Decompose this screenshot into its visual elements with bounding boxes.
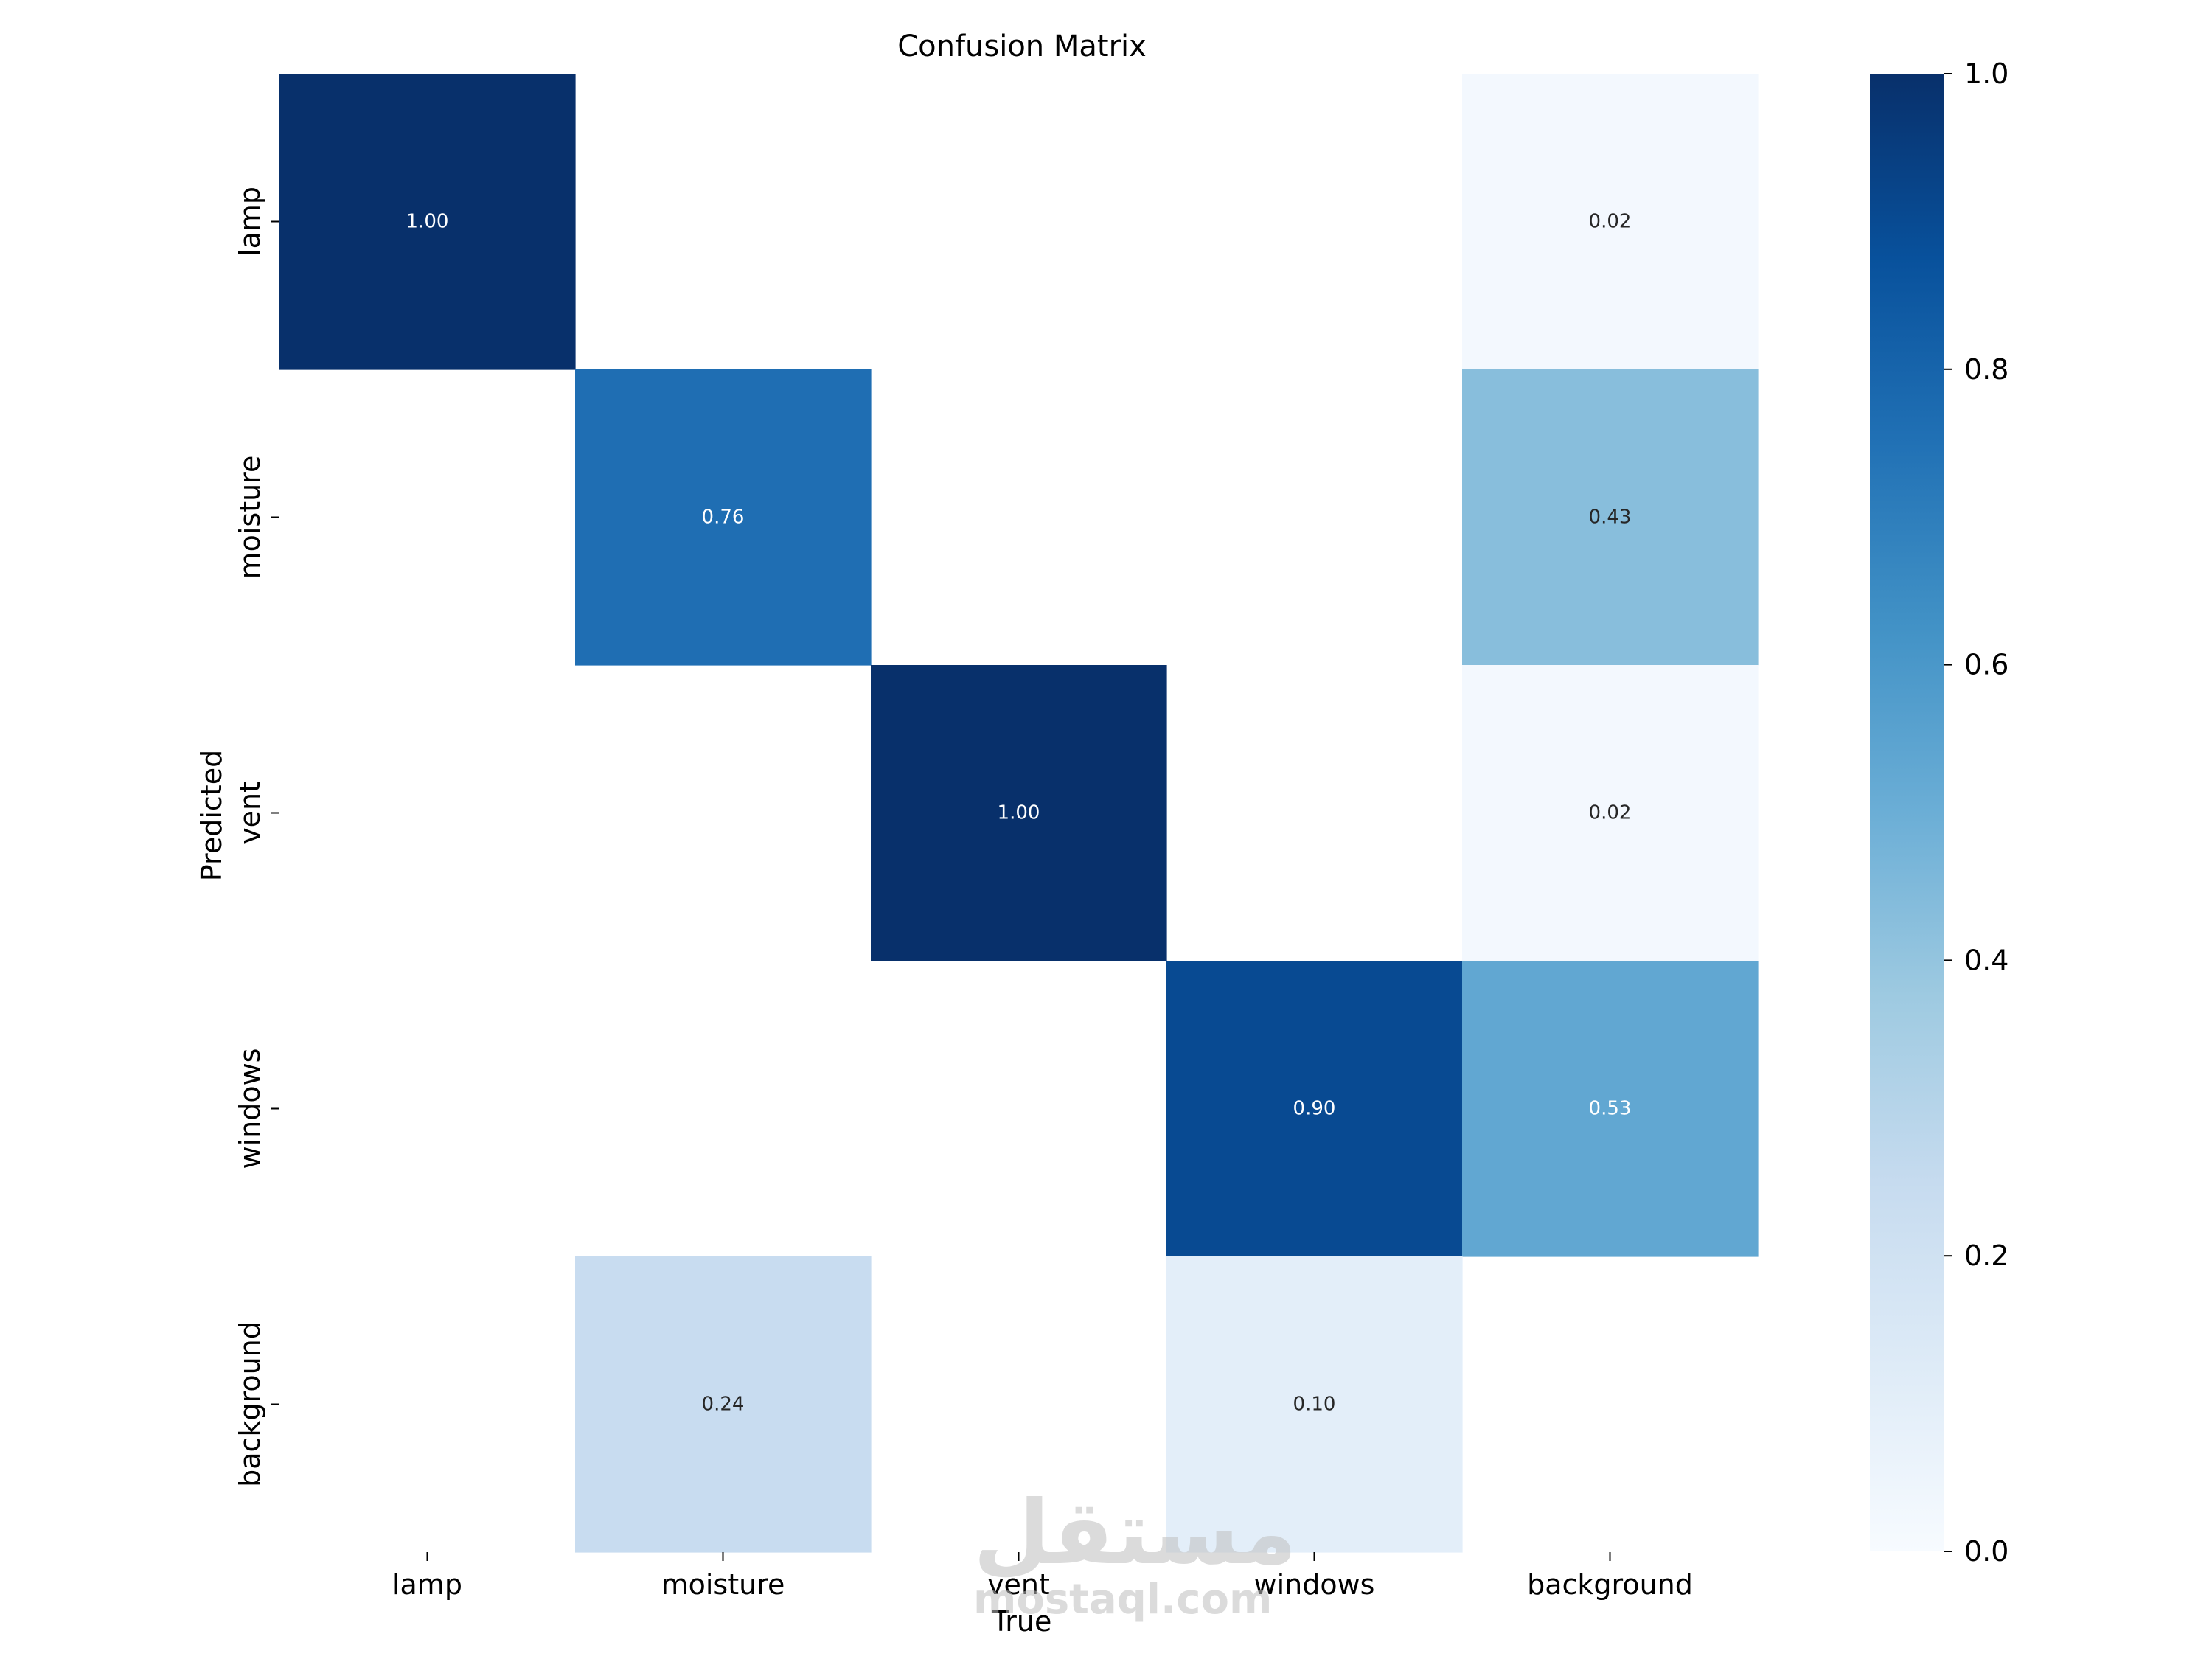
x-tick-label-background: background [1527, 1568, 1693, 1601]
cell-background-moisture [575, 1256, 872, 1553]
x-axis-ticks: lamp moisture vent windows background [392, 1552, 1693, 1601]
cell-value-label: 0.76 [702, 507, 745, 529]
y-tick-label-background: background [234, 1321, 266, 1487]
cell-lamp-lamp [279, 74, 576, 370]
cell-lamp-background [1462, 74, 1759, 370]
x-tick-label-windows: windows [1254, 1568, 1375, 1601]
colorbar-ticks: 0.0 0.2 0.4 0.6 0.8 1.0 [1944, 58, 2008, 1568]
cell-value-label: 0.24 [702, 1394, 745, 1416]
heatmap-cells [279, 74, 1759, 1553]
colorbar-tick-label: 0.4 [1964, 944, 2008, 976]
heatmap-value-labels: 1.00 0.02 0.76 0.43 1.00 0.02 0.90 0.53 0.24 0.10 [406, 211, 1632, 1416]
y-axis-title: Predicted [195, 750, 228, 881]
colorbar [1870, 74, 1944, 1551]
y-tick-label-lamp: lamp [234, 187, 266, 257]
y-tick-label-vent: vent [234, 782, 266, 844]
y-tick-label-windows: windows [234, 1048, 266, 1169]
x-tick-label-lamp: lamp [392, 1568, 462, 1601]
watermark-arabic: مستقل [973, 1482, 1297, 1585]
cell-value-label: 0.53 [1589, 1098, 1632, 1120]
cell-moisture-moisture [575, 369, 872, 666]
cell-value-label: 0.02 [1589, 802, 1632, 824]
y-tick-label-moisture: moisture [234, 456, 266, 580]
x-tick-label-vent: vent [987, 1568, 1050, 1601]
cell-moisture-background [1462, 369, 1759, 666]
watermark-latin: mostaql.com [973, 1576, 1273, 1624]
colorbar-tick-label: 0.2 [1964, 1239, 2008, 1272]
colorbar-tick-label: 0.0 [1964, 1535, 2008, 1568]
cell-vent-background [1462, 665, 1759, 961]
cell-value-label: 0.43 [1589, 507, 1632, 529]
cell-vent-vent [871, 665, 1167, 961]
y-axis-ticks: lamp moisture vent windows background [234, 187, 279, 1487]
cell-windows-background [1462, 961, 1759, 1257]
cell-value-label: 1.00 [998, 802, 1040, 824]
colorbar-tick-label: 0.8 [1964, 353, 2008, 386]
x-tick-label-moisture: moisture [661, 1568, 785, 1601]
watermark: مستقل mostaql.com [973, 1482, 1297, 1624]
cell-background-windows [1166, 1256, 1463, 1553]
chart-title: Confusion Matrix [897, 29, 1147, 63]
cell-value-label: 0.90 [1293, 1098, 1336, 1120]
colorbar-tick-label: 1.0 [1964, 58, 2008, 90]
cell-value-label: 1.00 [406, 211, 449, 233]
colorbar-tick-label: 0.6 [1964, 649, 2008, 681]
cell-value-label: 0.10 [1293, 1394, 1336, 1416]
x-axis-title: True [992, 1605, 1052, 1638]
cell-windows-windows [1166, 961, 1463, 1257]
cell-value-label: 0.02 [1589, 211, 1632, 233]
